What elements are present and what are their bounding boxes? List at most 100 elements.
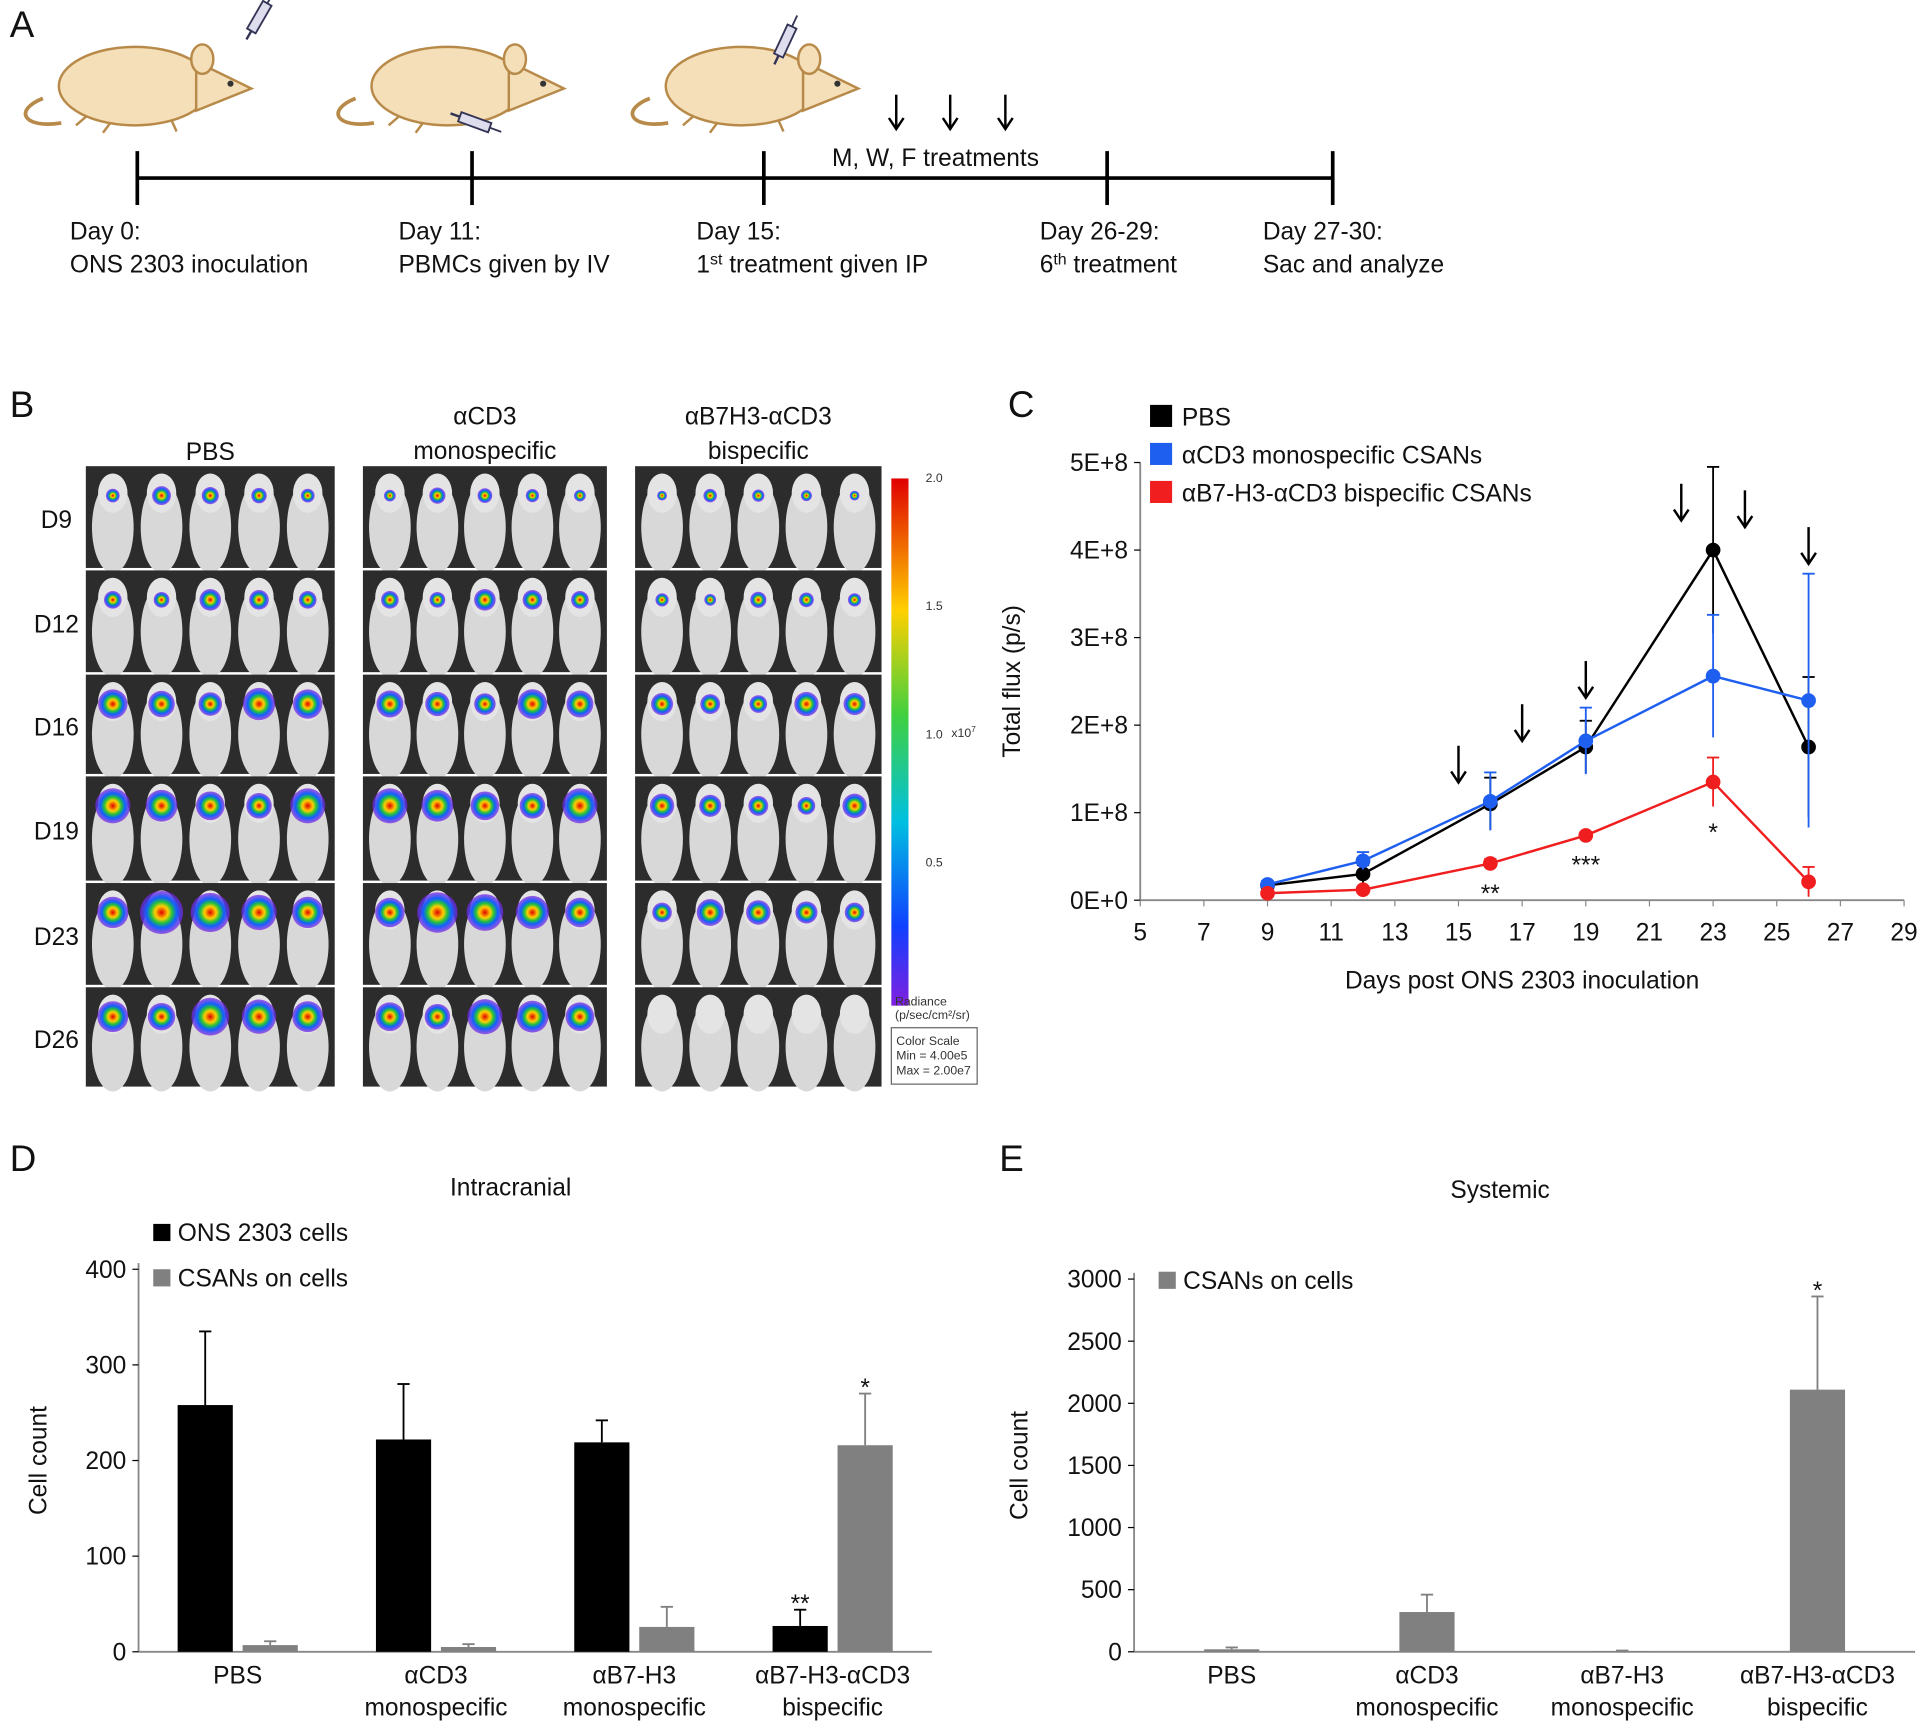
signal xyxy=(847,593,862,607)
event-text: 1st treatment given IP xyxy=(696,251,928,279)
x-tick-label: monospecific xyxy=(1551,1695,1694,1722)
signal xyxy=(292,1001,324,1033)
signal xyxy=(429,487,446,504)
arrow-head xyxy=(1800,552,1817,567)
error-bar xyxy=(1616,1649,1629,1652)
signal xyxy=(750,591,767,608)
signal xyxy=(424,1003,451,1030)
signal xyxy=(384,489,396,502)
signal xyxy=(153,591,170,608)
treatment-arrow xyxy=(1672,483,1690,523)
error-bar xyxy=(1225,1646,1238,1650)
event-text: PBMCs given by IV xyxy=(398,251,610,278)
event-text: 6th treatment xyxy=(1040,251,1177,279)
signal xyxy=(376,690,404,718)
signal xyxy=(251,487,267,504)
unit-base: x10 xyxy=(951,726,971,740)
signal xyxy=(195,791,225,821)
signal xyxy=(292,896,324,929)
panel-label: E xyxy=(999,1138,1024,1179)
signal xyxy=(474,693,496,715)
legend-label: αB7-H3-αCD3 bispecific CSANs xyxy=(1182,481,1532,508)
arrow-head xyxy=(996,117,1014,132)
arrow-head xyxy=(1736,515,1754,530)
signal xyxy=(562,788,598,824)
x-tick-label: bispecific xyxy=(1767,1695,1868,1722)
mouse-head xyxy=(743,994,774,1034)
signal xyxy=(795,901,818,924)
panel-label: D xyxy=(10,1138,37,1179)
signal xyxy=(242,687,276,721)
group-label: αB7H3-αCD3 xyxy=(685,404,832,431)
signal xyxy=(657,490,667,501)
signal xyxy=(571,591,589,609)
signal xyxy=(290,788,326,824)
event-day: Day 11: xyxy=(398,218,481,245)
event-day: Day 0: xyxy=(70,218,141,245)
treatment-arrow xyxy=(941,94,959,132)
treatment-arrow xyxy=(1800,527,1817,567)
error-bar xyxy=(794,1608,807,1626)
y-tick-label: 1500 xyxy=(1067,1453,1122,1480)
signal xyxy=(566,690,594,718)
arrow-head xyxy=(1450,770,1467,785)
signal xyxy=(139,890,184,935)
signal xyxy=(843,693,866,716)
x-tick-label: 29 xyxy=(1890,920,1917,947)
colorbar xyxy=(891,478,909,1006)
data-point xyxy=(1578,733,1594,749)
signal xyxy=(748,795,769,816)
y-tick-label: 2E+8 xyxy=(1070,713,1128,740)
signal xyxy=(97,896,129,929)
colorbar-unit: x107 xyxy=(951,724,976,740)
superscript: st xyxy=(710,251,723,268)
colorbar-tick: 0.5 xyxy=(926,855,943,869)
y-tick-label: 200 xyxy=(85,1448,126,1475)
series-line xyxy=(1267,780,1810,895)
event-text-part: 1 xyxy=(696,251,710,278)
day-label: D19 xyxy=(34,819,79,846)
x-tick-label: 23 xyxy=(1699,920,1726,947)
signal xyxy=(574,489,586,502)
data-point xyxy=(1705,774,1721,790)
signal xyxy=(800,490,812,502)
signal xyxy=(794,691,819,717)
y-tick-label: 0E+0 xyxy=(1070,888,1128,915)
signal xyxy=(651,693,674,716)
radiance-label: Radiance xyxy=(895,995,947,1009)
treatment-arrow xyxy=(1577,661,1595,701)
event-day: Day 27-30: xyxy=(1263,218,1383,245)
signal xyxy=(655,593,669,607)
error-bar xyxy=(397,1383,410,1440)
bar xyxy=(574,1442,630,1652)
legend-swatch xyxy=(1150,480,1173,503)
signal xyxy=(652,902,672,923)
event-text: ONS 2303 inoculation xyxy=(70,251,309,278)
error-bar xyxy=(199,1330,212,1406)
y-axis-label: Cell count xyxy=(26,1406,53,1515)
signal xyxy=(799,592,814,608)
bar xyxy=(242,1645,298,1652)
event-day: Day 26-29: xyxy=(1040,218,1160,245)
error-bar xyxy=(859,1392,872,1446)
signal xyxy=(842,793,867,818)
y-tick-label: 1000 xyxy=(1067,1515,1122,1542)
arrow-head xyxy=(1672,508,1690,523)
event-text-part: 6 xyxy=(1040,251,1054,278)
group-label: monospecific xyxy=(413,438,556,465)
signal xyxy=(425,691,450,717)
signal xyxy=(375,1002,405,1032)
colorbar-tick: 1.0 xyxy=(926,727,943,741)
error-bar xyxy=(1811,1295,1824,1390)
signal xyxy=(565,897,595,928)
bar xyxy=(440,1647,497,1652)
significance: ** xyxy=(1481,881,1501,908)
signal xyxy=(517,689,548,719)
bar xyxy=(1399,1612,1455,1652)
x-tick-label: 13 xyxy=(1381,920,1408,947)
signal xyxy=(147,1002,176,1031)
signal xyxy=(241,894,277,931)
signal xyxy=(199,589,222,611)
rat-drawings xyxy=(23,0,861,138)
data-point xyxy=(1705,542,1721,558)
